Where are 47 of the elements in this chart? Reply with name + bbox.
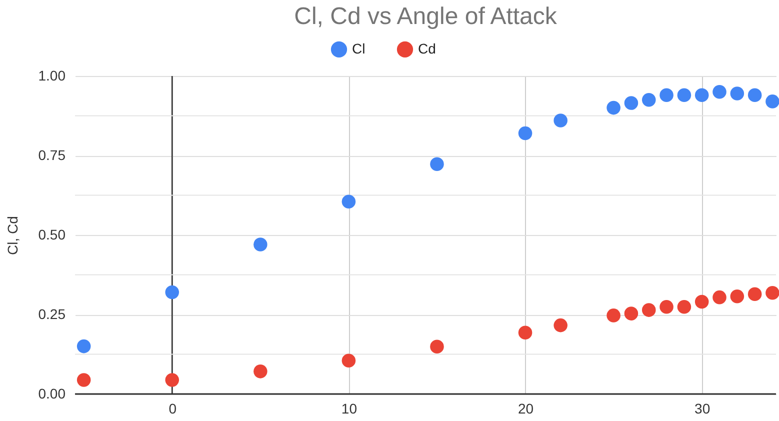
point xyxy=(430,157,444,171)
y-tick-label: 0.00 xyxy=(38,386,66,402)
point xyxy=(254,364,268,378)
point xyxy=(730,289,744,304)
point xyxy=(677,300,692,314)
point xyxy=(660,88,674,102)
point xyxy=(694,88,709,102)
x-tick-label: 30 xyxy=(694,400,710,416)
y-tick-label: 0.75 xyxy=(38,147,66,163)
point xyxy=(624,306,638,320)
point xyxy=(76,373,91,387)
point xyxy=(748,88,762,102)
point xyxy=(606,100,620,115)
legend-label: Cd xyxy=(418,40,436,56)
point xyxy=(712,85,726,99)
point xyxy=(342,194,356,208)
point xyxy=(712,290,726,304)
point xyxy=(554,318,568,332)
point xyxy=(624,96,638,110)
point xyxy=(642,303,656,317)
point xyxy=(165,373,180,387)
point xyxy=(606,308,620,322)
point xyxy=(518,326,532,340)
point xyxy=(430,340,444,354)
x-tick-label: 0 xyxy=(168,400,177,416)
point xyxy=(342,354,356,368)
point xyxy=(76,339,91,354)
point xyxy=(766,94,779,108)
y-tick-label: 0.50 xyxy=(38,226,66,242)
point xyxy=(660,300,674,314)
point xyxy=(165,285,180,300)
legend-label: Cl xyxy=(352,40,366,56)
x-tick-label: 10 xyxy=(341,400,358,416)
x-tick-label: 20 xyxy=(518,400,534,416)
point xyxy=(554,114,568,128)
y-tick-label: 0.25 xyxy=(38,306,66,322)
point xyxy=(254,238,268,252)
point xyxy=(766,286,779,300)
chart-title: Cl, Cd vs Angle of Attack xyxy=(294,3,558,30)
point xyxy=(677,88,692,102)
y-axis-title: Cl, Cd xyxy=(4,216,20,255)
point xyxy=(694,294,709,309)
point xyxy=(748,287,762,302)
point xyxy=(518,126,532,140)
y-tick-label: 1.00 xyxy=(38,68,66,84)
point xyxy=(642,92,656,107)
point xyxy=(730,86,744,100)
